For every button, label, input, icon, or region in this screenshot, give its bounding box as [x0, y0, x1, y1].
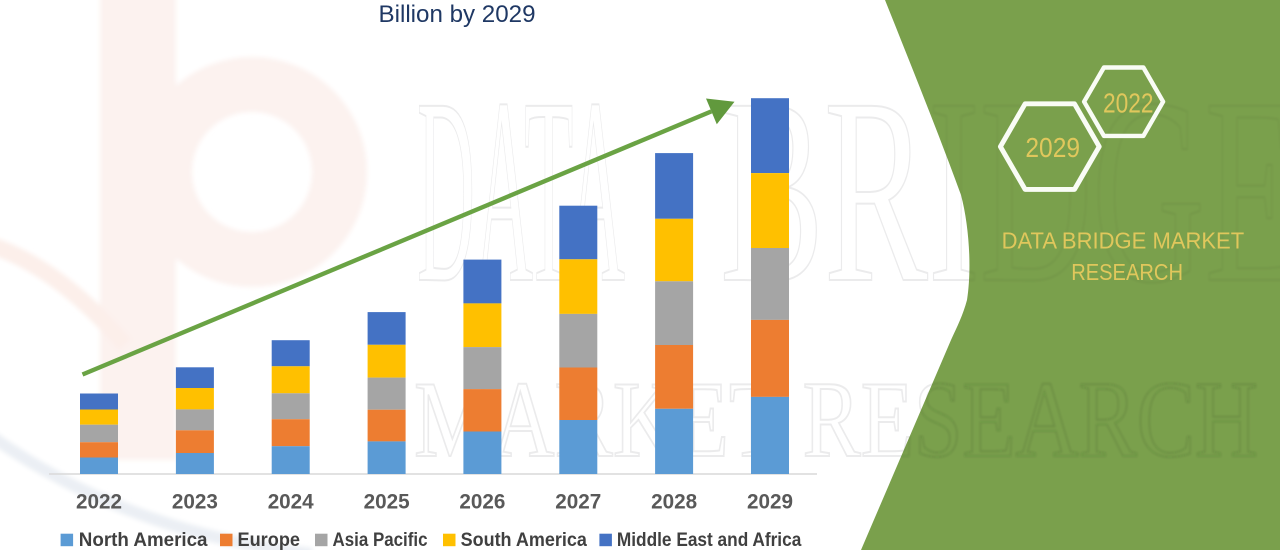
svg-text:2027: 2027 — [555, 490, 601, 514]
svg-text:2022: 2022 — [76, 490, 122, 514]
svg-text:2022: 2022 — [1103, 87, 1154, 118]
svg-text:2024: 2024 — [268, 490, 314, 514]
svg-text:DATA BRIDGE MARKET: DATA BRIDGE MARKET — [1002, 228, 1245, 254]
svg-text:North America: North America — [79, 530, 208, 550]
svg-text:2026: 2026 — [459, 490, 505, 514]
svg-text:Europe: Europe — [238, 530, 301, 550]
svg-text:2025: 2025 — [364, 490, 410, 514]
svg-text:RESEARCH: RESEARCH — [1071, 259, 1183, 285]
svg-text:Billion by 2029: Billion by 2029 — [379, 1, 536, 28]
svg-text:Asia Pacific: Asia Pacific — [333, 530, 428, 550]
svg-text:Middle East and Africa: Middle East and Africa — [617, 530, 802, 550]
svg-text:2028: 2028 — [651, 490, 697, 514]
svg-text:2029: 2029 — [747, 490, 793, 514]
svg-text:2029: 2029 — [1025, 132, 1080, 163]
svg-text:South America: South America — [461, 530, 588, 550]
svg-text:2023: 2023 — [172, 490, 218, 514]
